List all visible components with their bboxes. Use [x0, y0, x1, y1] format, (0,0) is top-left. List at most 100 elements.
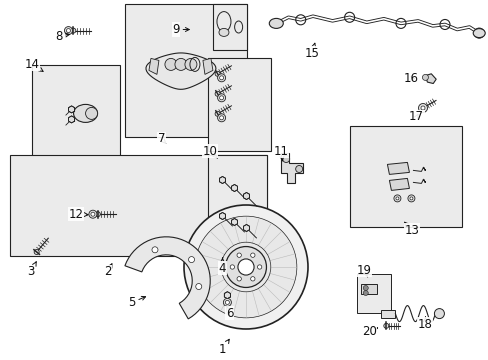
- Circle shape: [237, 253, 241, 257]
- Text: 3: 3: [27, 262, 36, 278]
- Ellipse shape: [73, 104, 98, 122]
- Bar: [360, 284, 376, 294]
- Circle shape: [89, 210, 97, 218]
- Polygon shape: [425, 74, 435, 84]
- Text: 10: 10: [203, 145, 217, 158]
- Polygon shape: [231, 184, 237, 192]
- Circle shape: [250, 253, 254, 257]
- Text: 19: 19: [356, 264, 371, 277]
- Circle shape: [188, 257, 194, 262]
- Ellipse shape: [85, 107, 98, 120]
- Circle shape: [195, 216, 296, 318]
- Circle shape: [418, 104, 427, 112]
- Circle shape: [395, 197, 398, 200]
- Circle shape: [91, 212, 95, 216]
- Circle shape: [71, 28, 76, 33]
- Polygon shape: [388, 179, 408, 190]
- Polygon shape: [203, 58, 212, 75]
- Polygon shape: [231, 219, 237, 225]
- Circle shape: [219, 96, 223, 100]
- Polygon shape: [243, 193, 249, 199]
- Polygon shape: [219, 212, 225, 220]
- Circle shape: [219, 76, 223, 80]
- Circle shape: [363, 291, 367, 296]
- Text: 2: 2: [103, 264, 112, 278]
- Bar: [124, 4, 246, 137]
- Circle shape: [217, 74, 225, 82]
- Circle shape: [363, 285, 367, 291]
- Ellipse shape: [472, 29, 484, 37]
- Polygon shape: [243, 225, 249, 231]
- Circle shape: [66, 28, 70, 33]
- Circle shape: [215, 71, 220, 76]
- Circle shape: [195, 284, 202, 289]
- Circle shape: [282, 156, 289, 162]
- Circle shape: [219, 116, 223, 120]
- Circle shape: [164, 58, 177, 71]
- Circle shape: [237, 276, 241, 281]
- Circle shape: [383, 323, 388, 328]
- Circle shape: [217, 94, 225, 102]
- Text: 20: 20: [361, 325, 377, 338]
- Text: 18: 18: [417, 317, 432, 330]
- Circle shape: [409, 197, 412, 200]
- Circle shape: [295, 166, 302, 172]
- Polygon shape: [149, 58, 159, 75]
- Circle shape: [223, 298, 231, 306]
- Text: 17: 17: [408, 111, 423, 123]
- Circle shape: [257, 265, 261, 269]
- Bar: [356, 274, 390, 313]
- Circle shape: [184, 58, 197, 71]
- Polygon shape: [124, 237, 210, 319]
- Bar: [212, 4, 246, 50]
- Text: 8: 8: [55, 30, 69, 42]
- Text: 12: 12: [68, 208, 88, 221]
- Text: 5: 5: [128, 296, 145, 309]
- Text: 13: 13: [404, 222, 418, 237]
- Circle shape: [64, 27, 72, 35]
- Polygon shape: [386, 162, 408, 174]
- Ellipse shape: [219, 28, 228, 36]
- Circle shape: [407, 195, 414, 202]
- Text: 1: 1: [218, 339, 229, 356]
- Circle shape: [215, 91, 220, 96]
- Circle shape: [183, 205, 307, 329]
- Text: 6: 6: [225, 306, 233, 320]
- Circle shape: [238, 259, 254, 275]
- Circle shape: [215, 111, 220, 116]
- Circle shape: [225, 247, 266, 287]
- Text: 14: 14: [24, 58, 43, 71]
- Circle shape: [175, 58, 186, 71]
- Ellipse shape: [269, 18, 283, 28]
- Circle shape: [225, 300, 229, 305]
- Text: 7: 7: [157, 132, 165, 145]
- Bar: [381, 310, 395, 318]
- Polygon shape: [68, 106, 75, 113]
- Circle shape: [422, 75, 427, 80]
- Text: 9: 9: [172, 23, 189, 36]
- Circle shape: [230, 265, 234, 269]
- Circle shape: [217, 114, 225, 122]
- Bar: [349, 126, 461, 227]
- Circle shape: [250, 276, 254, 281]
- Polygon shape: [219, 176, 225, 184]
- Polygon shape: [68, 116, 75, 123]
- Polygon shape: [146, 53, 216, 89]
- Circle shape: [95, 212, 100, 217]
- Text: 16: 16: [403, 72, 417, 85]
- Bar: [207, 58, 271, 151]
- Circle shape: [34, 249, 39, 255]
- Polygon shape: [224, 292, 230, 299]
- Text: 11: 11: [273, 145, 288, 161]
- Bar: [207, 155, 266, 256]
- Polygon shape: [281, 153, 303, 183]
- Bar: [32, 65, 120, 158]
- Circle shape: [152, 247, 158, 253]
- Bar: [10, 155, 266, 256]
- Circle shape: [420, 105, 425, 111]
- Circle shape: [393, 195, 400, 202]
- Text: 4: 4: [218, 258, 226, 275]
- Circle shape: [433, 309, 444, 319]
- Text: 15: 15: [304, 43, 319, 60]
- Circle shape: [420, 106, 424, 110]
